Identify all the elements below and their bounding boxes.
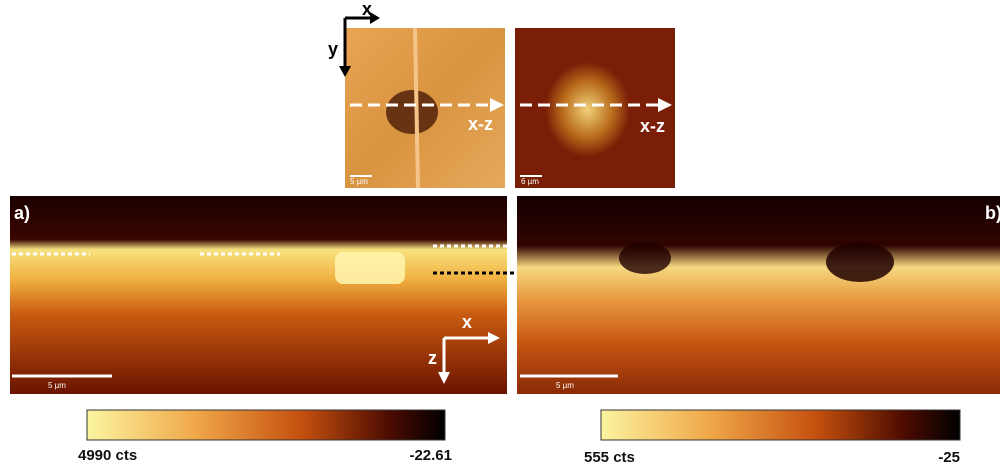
scale-label: 6 µm: [521, 177, 539, 186]
panel-image: [517, 196, 1000, 394]
colorbar: [600, 409, 961, 441]
feature: [545, 62, 630, 157]
arrow-label: x-z: [468, 114, 493, 134]
panel-label: a): [14, 203, 30, 223]
feature: [335, 252, 405, 284]
colorbar-label: -22.61: [409, 447, 452, 464]
arrowhead: [438, 372, 450, 384]
panel-image: [10, 196, 507, 394]
feature: [619, 242, 671, 274]
colorbar-label: 555 cts: [584, 449, 635, 466]
axis-label: x: [462, 312, 472, 332]
arrowhead: [370, 12, 380, 24]
arrow-label: x-z: [640, 116, 665, 136]
axis-label: x: [362, 0, 372, 19]
axis-label: y: [328, 39, 338, 59]
scale-label: 5 µm: [556, 381, 574, 390]
panel-label: b): [985, 203, 1000, 223]
arrowhead: [488, 332, 500, 344]
axis-label: z: [428, 348, 437, 368]
colorbar: [86, 409, 446, 441]
colorbar-label: -25: [938, 449, 960, 466]
colorbar-label: 4990 cts: [78, 447, 137, 464]
feature: [826, 242, 894, 282]
arrowhead: [658, 98, 672, 112]
scratch: [413, 27, 420, 189]
arrowhead: [490, 98, 504, 112]
arrowhead: [339, 66, 351, 77]
scale-label: 5 µm: [350, 177, 368, 186]
scale-label: 5 µm: [48, 381, 66, 390]
feature: [386, 90, 438, 134]
